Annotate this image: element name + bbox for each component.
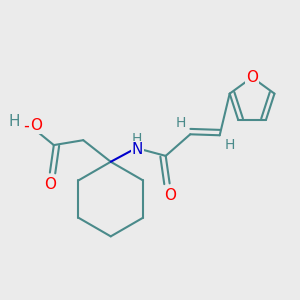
Text: -: - (23, 116, 30, 134)
Text: H: H (132, 132, 142, 146)
Text: N: N (132, 142, 143, 157)
Text: O: O (246, 70, 258, 85)
Text: H: H (9, 114, 20, 129)
Text: O: O (44, 177, 56, 192)
Text: H: H (175, 116, 186, 130)
Text: O: O (30, 118, 42, 133)
Text: H: H (224, 138, 235, 152)
Text: O: O (164, 188, 175, 202)
